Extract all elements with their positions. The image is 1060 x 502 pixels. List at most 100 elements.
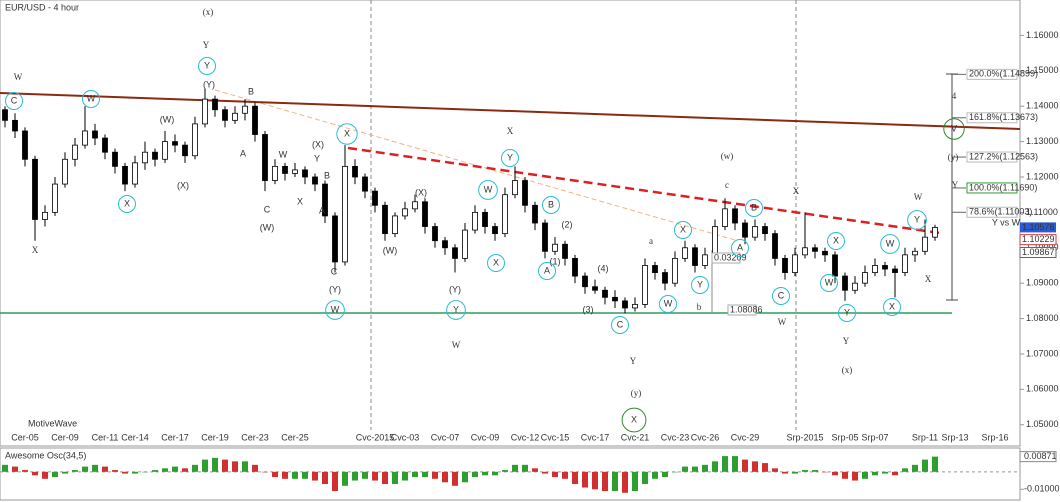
wave-label: W — [279, 149, 288, 159]
candle-body — [772, 233, 778, 259]
candle-body — [462, 229, 468, 259]
wave-label: Y — [507, 152, 513, 162]
x-tick-label: Cvc-2015 — [356, 432, 395, 442]
candle-body — [822, 250, 828, 256]
fib-label: 127.2%(1.12563) — [969, 151, 1038, 161]
osc-bar — [812, 470, 818, 472]
x-tick-label: Cvc-03 — [391, 432, 420, 442]
wave-circle — [745, 199, 763, 217]
wave-circle — [446, 300, 466, 320]
y-tick-label: 1.07000 — [1026, 348, 1059, 358]
osc-bar — [372, 471, 378, 481]
candle-body — [392, 215, 398, 235]
candle-body — [202, 98, 208, 125]
wave-circle — [118, 195, 136, 213]
wave-label: Y — [952, 180, 959, 190]
y-tick-label: 1.13000 — [1026, 136, 1059, 146]
candle-body — [502, 194, 508, 235]
osc-bar — [772, 468, 778, 472]
osc-bar — [452, 471, 458, 486]
candle-body — [242, 105, 248, 114]
wave-label: W — [825, 277, 834, 287]
fib-box — [966, 68, 1018, 80]
osc-bar — [312, 471, 318, 481]
osc-bar — [132, 471, 138, 474]
candle-body — [412, 201, 418, 210]
trend-line — [347, 146, 941, 235]
osc-bar — [322, 471, 328, 485]
candle-body — [812, 247, 818, 252]
wave-label: B — [324, 170, 330, 180]
candle-body — [852, 282, 858, 291]
osc-bar — [822, 471, 828, 473]
wave-label: X — [925, 274, 932, 284]
wave-label: Y — [630, 356, 637, 366]
wave-label: B — [548, 199, 554, 209]
osc-bar — [302, 471, 308, 479]
wave-label: c — [725, 180, 729, 190]
candle-body — [912, 250, 918, 256]
candle-body — [192, 123, 198, 157]
wave-circle — [674, 221, 692, 239]
y-tick-label: 1.12000 — [1026, 171, 1059, 181]
candle-body — [562, 243, 568, 259]
x-tick-label: Cvc-21 — [621, 432, 650, 442]
osc-bar — [42, 471, 48, 479]
wave-circle — [198, 57, 216, 75]
osc-title: Awesome Osc(34,5) — [5, 450, 86, 460]
candle-body — [172, 141, 178, 146]
candle-body — [182, 144, 188, 157]
wave-label: (2) — [562, 219, 573, 229]
candle-body — [472, 211, 478, 231]
wave-circle — [772, 287, 790, 305]
y-tick-label: 1.05000 — [1026, 419, 1059, 429]
candle-body — [512, 180, 518, 196]
osc-bar — [782, 471, 788, 474]
candle-body — [892, 268, 898, 273]
candle-body — [72, 144, 78, 160]
x-tick-label: Srp-07 — [861, 432, 888, 442]
candle-body — [632, 304, 638, 309]
wave-label: Y — [843, 336, 850, 346]
wave-label: C — [331, 266, 338, 276]
x-tick-label: Cer-05 — [11, 432, 39, 442]
wave-label: X — [297, 196, 303, 206]
wave-label: Y — [203, 40, 210, 50]
x-tick-label: Cvc-15 — [541, 432, 570, 442]
osc-bar — [542, 471, 548, 474]
candle-body — [532, 204, 538, 224]
x-tick-label: Cer-11 — [92, 432, 119, 442]
wave-label: A — [240, 148, 246, 158]
osc-bar — [112, 470, 118, 472]
candle-body — [842, 275, 848, 291]
fib-label: 161.8%(1.13673) — [969, 112, 1038, 122]
candle-body — [292, 169, 298, 174]
x-tick-label: Cer-23 — [241, 432, 269, 442]
osc-bar — [142, 471, 148, 473]
osc-bar — [562, 471, 568, 479]
wave-label: (W) — [260, 222, 275, 232]
osc-bar — [292, 471, 298, 479]
price-box — [1019, 234, 1057, 246]
wave-label: (X) — [312, 139, 324, 149]
wave-label: (X) — [415, 187, 427, 197]
candle-body — [112, 151, 118, 167]
osc-bar — [612, 471, 618, 492]
osc-bar — [432, 471, 438, 479]
candle-body — [402, 208, 408, 217]
wave-circle — [325, 300, 345, 320]
wave-label: (X) — [177, 180, 189, 190]
osc-bar — [742, 459, 748, 472]
measure-label: 1.08086 — [730, 304, 763, 314]
osc-bar — [422, 471, 428, 478]
candle-body — [872, 265, 878, 273]
osc-bar — [932, 456, 938, 472]
osc-bar — [162, 468, 168, 472]
osc-bar — [352, 471, 358, 481]
osc-bar — [172, 466, 178, 472]
wave-label: C — [11, 95, 18, 105]
y-tick-label: 1.11000 — [1026, 207, 1058, 217]
wave-circle — [611, 316, 629, 334]
